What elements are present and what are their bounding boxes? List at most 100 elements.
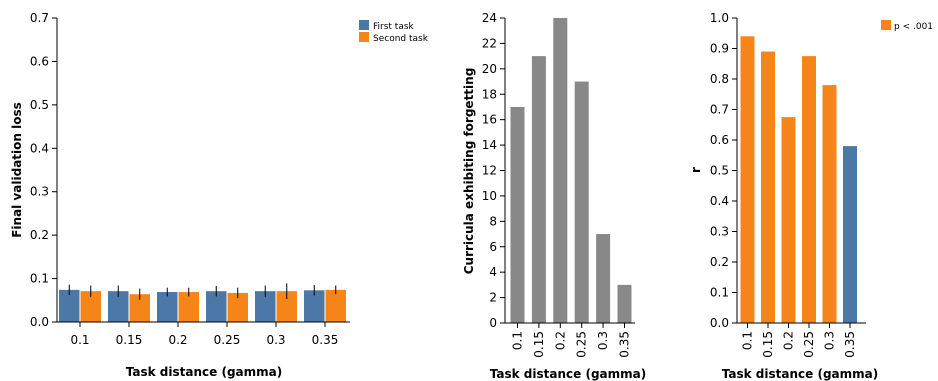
y-tick-label: 2 [489, 291, 497, 305]
bar [617, 284, 632, 323]
y-tick-label: 0.1 [710, 286, 729, 300]
y-tick-label: 0.7 [30, 11, 49, 25]
y-tick-label: 10 [482, 189, 497, 203]
y-axis-ticks: 0.0 0.1 0.2 0.3 0.4 0.5 0.6 0.7 [30, 11, 57, 329]
error-bars [68, 283, 337, 300]
bars [59, 289, 346, 322]
y-tick-label: 4 [489, 265, 497, 279]
bar [531, 56, 546, 323]
bar [596, 234, 611, 323]
legend: First task Second task [359, 20, 429, 44]
bar-significant [822, 85, 837, 323]
x-axis-ticks: 0.1 0.15 0.2 0.25 0.3 0.35 [511, 323, 632, 358]
bar-first-task [157, 292, 178, 322]
bars [510, 18, 632, 324]
y-tick-label: 0.5 [30, 98, 49, 112]
bar-significant [740, 36, 755, 324]
x-axis-ticks: 0.1 0.15 0.2 0.25 0.3 0.35 [741, 323, 857, 358]
bar-second-task [129, 294, 150, 322]
y-tick-label: 0.3 [30, 185, 49, 199]
bar-second-task [178, 292, 199, 322]
y-tick-label: 0.8 [710, 72, 729, 86]
x-tick-label: 0.25 [575, 331, 589, 358]
x-tick-label: 0.35 [843, 331, 857, 358]
y-tick-label: 0.4 [30, 141, 49, 155]
bar-second-task [325, 289, 346, 322]
chart-correlation: 0.00.10.20.30.40.50.60.70.80.91.0 0.1 0.1… [689, 11, 933, 381]
bar [553, 18, 568, 323]
bar-second-task [80, 291, 101, 322]
x-tick-label: 0.2 [782, 331, 796, 350]
legend: p < .001 [881, 20, 933, 32]
legend-swatch-significant [881, 20, 891, 30]
x-axis-label: Task distance (gamma) [722, 367, 878, 381]
y-axis-label: Curricula exhibiting forgetting [462, 68, 476, 275]
bars [740, 36, 857, 324]
x-axis-label: Task distance (gamma) [490, 367, 646, 381]
x-tick-label: 0.15 [116, 333, 143, 347]
x-tick-label: 0.2 [553, 331, 567, 350]
legend-swatch-first-task [359, 20, 369, 30]
x-axis-ticks: 0.1 0.15 0.2 0.25 0.3 0.35 [70, 322, 338, 347]
y-tick-label: 22 [482, 36, 497, 50]
bar [574, 81, 589, 324]
x-tick-label: 0.25 [802, 331, 816, 358]
x-tick-label: 0.3 [266, 333, 285, 347]
y-tick-label: 0.1 [30, 272, 49, 286]
x-tick-label: 0.35 [618, 331, 632, 358]
bar-first-task [304, 290, 325, 322]
bar-not-significant [843, 146, 857, 323]
y-tick-label: 0.2 [30, 228, 49, 242]
x-tick-label: 0.25 [214, 333, 241, 347]
bar [510, 106, 525, 323]
bar-second-task [227, 292, 248, 322]
chart-loss: 0.00.10.20.30.40.50.60.7 0.1 0.15 0.2 0.25 0… [10, 11, 429, 379]
bar-second-task [276, 291, 297, 322]
y-tick-label: 0.0 [30, 315, 49, 329]
y-tick-label: 0.6 [710, 133, 729, 147]
y-tick-label: 18 [482, 87, 497, 101]
x-tick-label: 0.1 [70, 333, 89, 347]
x-tick-label: 0.15 [532, 331, 546, 358]
x-tick-label: 0.15 [761, 331, 775, 358]
y-tick-label: 1.0 [710, 11, 729, 25]
bar-significant [802, 56, 816, 323]
x-tick-label: 0.3 [596, 331, 610, 350]
y-tick-label: 0.0 [710, 316, 729, 330]
y-axis-ticks: 0.0 0.1 0.2 0.3 0.4 0.5 0.6 0.7 0.8 0.9 1.0 [710, 11, 737, 330]
y-tick-label: 16 [482, 113, 497, 127]
y-tick-label: 14 [482, 138, 497, 152]
y-tick-label: 0.9 [710, 42, 729, 56]
y-axis-label: Final validation loss [10, 102, 24, 238]
y-tick-label: 6 [489, 240, 497, 254]
y-tick-label: 0.7 [710, 103, 729, 117]
y-tick-label: 12 [482, 164, 497, 178]
legend-label-first-task: First task [373, 22, 415, 32]
x-tick-label: 0.35 [312, 333, 339, 347]
legend-swatch-second-task [359, 32, 369, 42]
x-tick-label: 0.2 [168, 333, 187, 347]
y-tick-label: 0 [489, 316, 497, 330]
bar-first-task [108, 291, 129, 322]
y-tick-label: 0.4 [710, 194, 729, 208]
x-tick-label: 0.1 [741, 331, 755, 350]
x-tick-label: 0.3 [823, 331, 837, 350]
y-axis-label: r [689, 167, 703, 173]
x-axis-label: Task distance (gamma) [126, 365, 282, 379]
y-tick-label: 0.5 [710, 164, 729, 178]
legend-label-second-task: Second task [373, 34, 429, 44]
bar-first-task [255, 291, 276, 322]
legend-label-significant: p < .001 [894, 22, 933, 32]
y-tick-label: 0.2 [710, 255, 729, 269]
y-tick-label: 0.3 [710, 225, 729, 239]
y-tick-label: 8 [489, 214, 497, 228]
bar-first-task [59, 289, 80, 322]
x-tick-label: 0.1 [511, 331, 525, 350]
y-tick-label: 0.6 [30, 54, 49, 68]
bar-significant [781, 117, 796, 323]
y-tick-label: 20 [482, 62, 497, 76]
bar-significant [761, 51, 775, 324]
